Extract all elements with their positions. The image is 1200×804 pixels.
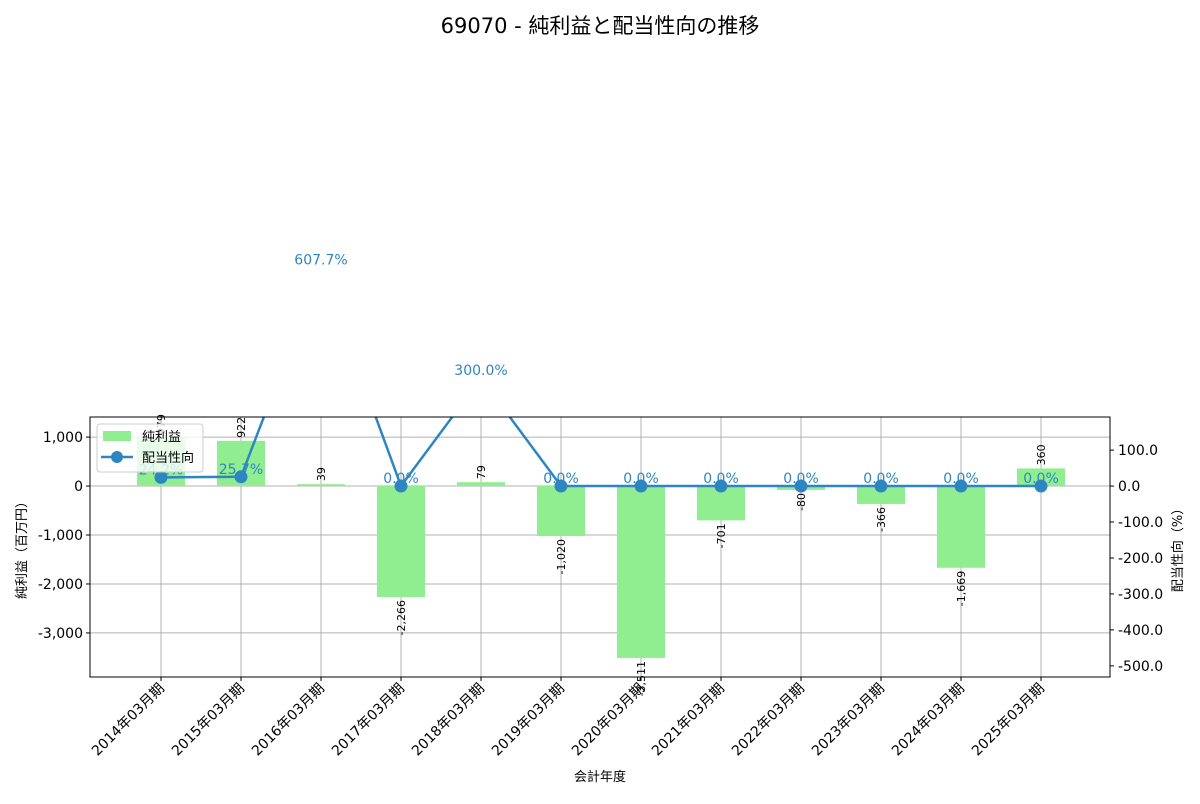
legend-label-net-income: 純利益 xyxy=(142,430,181,445)
y-tick-label-left: -2,000 xyxy=(38,577,83,593)
payout-point xyxy=(1034,479,1048,493)
payout-data-label: 0.0% xyxy=(703,471,739,487)
bar-data-label: 360 xyxy=(1035,444,1048,465)
y-axis-label-left: 純利益（百万円） xyxy=(15,495,30,599)
payout-data-label: 0.0% xyxy=(783,471,819,487)
y-tick-label-right: 100.0 xyxy=(1118,443,1158,459)
legend-label-payout: 配当性向 xyxy=(142,450,194,466)
bar-data-label: -2,266 xyxy=(395,600,408,635)
bar-net-income xyxy=(1017,468,1065,487)
bar-data-label: -366 xyxy=(875,507,888,532)
plot-frame xyxy=(89,416,1111,678)
x-tick-label: 2015年03月期 xyxy=(169,681,248,760)
payout-point xyxy=(714,479,728,493)
payout-data-label: 25.7% xyxy=(219,462,263,478)
y-tick-label-right: -100.0 xyxy=(1118,515,1163,531)
x-tick-label: 2022年03月期 xyxy=(729,681,808,760)
legend-swatch-bar xyxy=(103,431,131,441)
payout-data-label: 0.0% xyxy=(1023,471,1059,487)
payout-point xyxy=(234,470,248,484)
bar-net-income xyxy=(297,484,345,487)
payout-point xyxy=(874,479,888,493)
bar-data-label: -701 xyxy=(715,523,728,548)
bar-data-label: 39 xyxy=(315,467,328,481)
bar-net-income xyxy=(617,486,665,658)
x-tick-label: 2021年03月期 xyxy=(649,681,728,760)
bar-data-label: -1,669 xyxy=(955,571,968,606)
x-tick-label: 2017年03月期 xyxy=(329,681,408,760)
payout-point xyxy=(954,479,968,493)
payout-data-label: 300.0% xyxy=(454,363,507,379)
y-tick-label-right: -500.0 xyxy=(1118,659,1163,675)
x-tick-label: 2016年03月期 xyxy=(249,681,328,760)
y-tick-label-right: -300.0 xyxy=(1118,587,1163,603)
bar-net-income xyxy=(937,486,985,568)
payout-data-label: 0.0% xyxy=(383,471,419,487)
bar-data-label: -1,020 xyxy=(555,539,568,574)
payout-point xyxy=(154,470,168,484)
x-axis-label: 会計年度 xyxy=(574,769,626,785)
y-tick-label-left: 0 xyxy=(74,479,83,495)
chart-title: 69070 - 純利益と配当性向の推移 xyxy=(441,14,760,38)
payout-data-label: 607.7% xyxy=(294,253,347,269)
payout-data-label: 0.0% xyxy=(863,471,899,487)
y-tick-label-right: -400.0 xyxy=(1118,623,1163,639)
x-tick-label: 2019年03月期 xyxy=(489,681,568,760)
payout-data-label: 0.0% xyxy=(543,471,579,487)
payout-data-label: 0.0% xyxy=(943,471,979,487)
x-tick-label: 2023年03月期 xyxy=(809,681,888,760)
y-tick-label-right: -200.0 xyxy=(1118,551,1163,567)
payout-data-label: 0.0% xyxy=(623,471,659,487)
bar-data-label: 922 xyxy=(235,417,248,438)
y-tick-label-right: 0.0 xyxy=(1118,479,1140,495)
y-tick-label-left: -1,000 xyxy=(38,528,83,544)
y-axis-label-right: 配当性向（%） xyxy=(1170,502,1186,592)
bar-net-income xyxy=(857,486,905,504)
bar-data-label: 79 xyxy=(475,465,488,479)
payout-point xyxy=(634,479,648,493)
bar-data-label: -80 xyxy=(795,493,808,511)
bar-net-income xyxy=(537,486,585,536)
y-tick-label-left: 1,000 xyxy=(43,430,83,446)
bar-net-income xyxy=(377,486,425,597)
bar-data-label: -3,511 xyxy=(635,661,648,696)
x-tick-label: 2024年03月期 xyxy=(889,681,968,760)
bar-net-income xyxy=(457,482,505,487)
x-tick-label: 2025年03月期 xyxy=(969,681,1048,760)
payout-point xyxy=(794,479,808,493)
x-tick-label: 2018年03月期 xyxy=(409,681,488,760)
payout-point xyxy=(394,479,408,493)
payout-point xyxy=(554,479,568,493)
payout-line xyxy=(160,417,1041,489)
y-tick-label-left: -3,000 xyxy=(38,626,83,642)
x-tick-label: 2014年03月期 xyxy=(89,681,168,760)
